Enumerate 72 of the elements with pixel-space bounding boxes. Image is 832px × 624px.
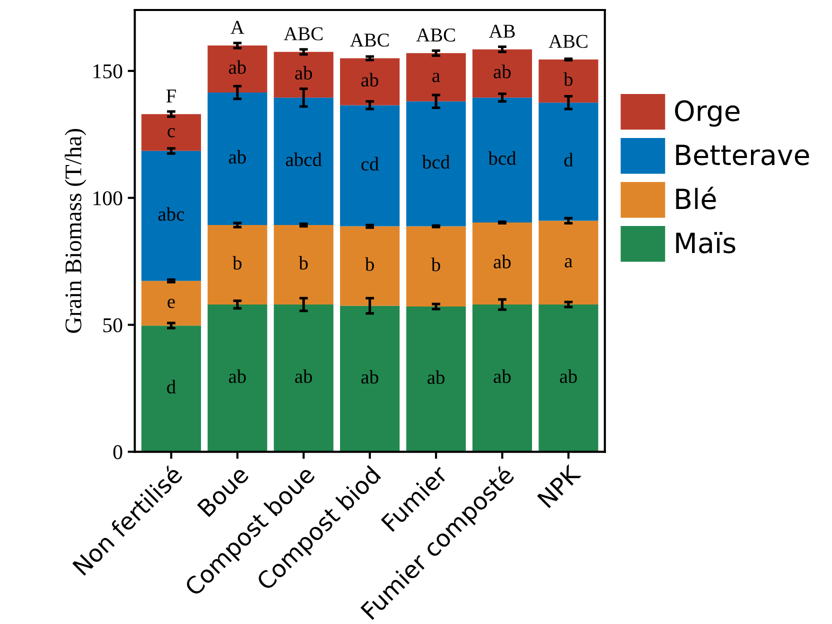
bar [208,304,268,452]
bar [141,150,201,281]
bar [274,225,334,305]
data-label: b [431,258,440,272]
data-label: bcd [488,151,516,165]
data-label: ab [228,60,246,74]
legend-label: Orge [675,100,740,127]
total-label: A [230,20,244,34]
bar [538,102,598,221]
y-axis-title: Grain Biomass (T/ha) [64,128,86,333]
data-label: ab [228,150,246,164]
bar [406,226,466,307]
data-label: a [432,72,440,82]
total-label: ABC [548,34,588,48]
bar [274,98,334,226]
data-label: c [168,128,175,138]
y-tick-label: 100 [94,191,122,206]
bar [274,52,334,98]
bar [472,304,532,452]
bar [406,101,466,226]
data-label: b [564,72,573,86]
total-label: ABC [416,28,455,42]
legend-label: Maïs [676,232,736,254]
data-label: d [564,152,574,167]
data-label: d [167,380,176,394]
bar [406,53,466,102]
data-label: ab [494,64,511,78]
legend-label: Blé [676,186,716,210]
bar [472,98,532,222]
bar [340,105,400,226]
legend-label: Betterave [676,144,809,166]
data-label: cd [361,156,379,171]
y-tick-label: 0 [113,445,122,460]
data-label: abc [158,207,184,221]
data-label: ab [428,370,444,384]
bar [340,306,400,452]
bar [472,222,532,305]
bar [340,226,400,306]
total-label: ABC [350,34,389,47]
total-label: ABC [284,27,323,40]
bar [538,220,598,305]
data-label: ab [494,369,511,384]
bar [141,326,201,452]
bar [141,280,201,326]
total-label: AB [488,24,515,38]
data-label: e [168,298,175,308]
data-label: bcd [422,155,450,169]
total-label: F [166,90,176,102]
bar [538,304,598,452]
data-label: ab [295,66,312,80]
bar [208,92,268,226]
data-label: b [298,256,308,270]
bar [472,49,532,98]
data-label: b [364,257,374,271]
bar [208,225,268,305]
y-tick-label: 150 [94,64,122,78]
data-label: b [232,256,242,270]
bar [141,114,201,151]
data-label: ab [228,369,246,384]
data-label: ab [295,369,312,384]
data-label: ab [361,370,378,384]
y-tick-label: 50 [103,318,122,332]
data-label: abcd [286,152,322,166]
bar [406,306,466,452]
data-label: ab [494,254,511,268]
data-label: a [564,258,572,268]
bar [340,58,400,106]
bar [208,46,268,93]
data-label: ab [560,369,577,384]
bar [538,59,598,103]
bar [274,304,334,452]
data-label: ab [361,72,378,87]
